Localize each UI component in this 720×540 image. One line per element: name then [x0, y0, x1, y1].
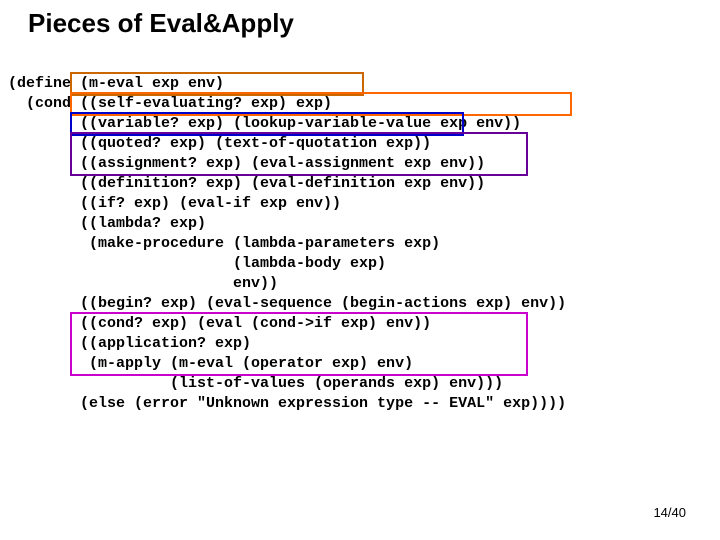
code-line: ((lambda? exp)	[8, 215, 206, 232]
code-line: env))	[8, 275, 278, 292]
code-line: (else (error "Unknown expression type --…	[8, 395, 566, 412]
highlight-box-application	[70, 312, 528, 376]
code-line: ((definition? exp) (eval-definition exp …	[8, 175, 485, 192]
code-line: (list-of-values (operands exp) env)))	[8, 375, 503, 392]
highlight-box-assignment-definition	[70, 132, 528, 176]
page-number: 14/40	[653, 505, 686, 520]
slide-title: Pieces of Eval&Apply	[28, 8, 294, 39]
code-line: ((begin? exp) (eval-sequence (begin-acti…	[8, 295, 566, 312]
code-line: (lambda-body exp)	[8, 255, 386, 272]
code-line: ((if? exp) (eval-if exp env))	[8, 195, 341, 212]
code-line: (make-procedure (lambda-parameters exp)	[8, 235, 440, 252]
